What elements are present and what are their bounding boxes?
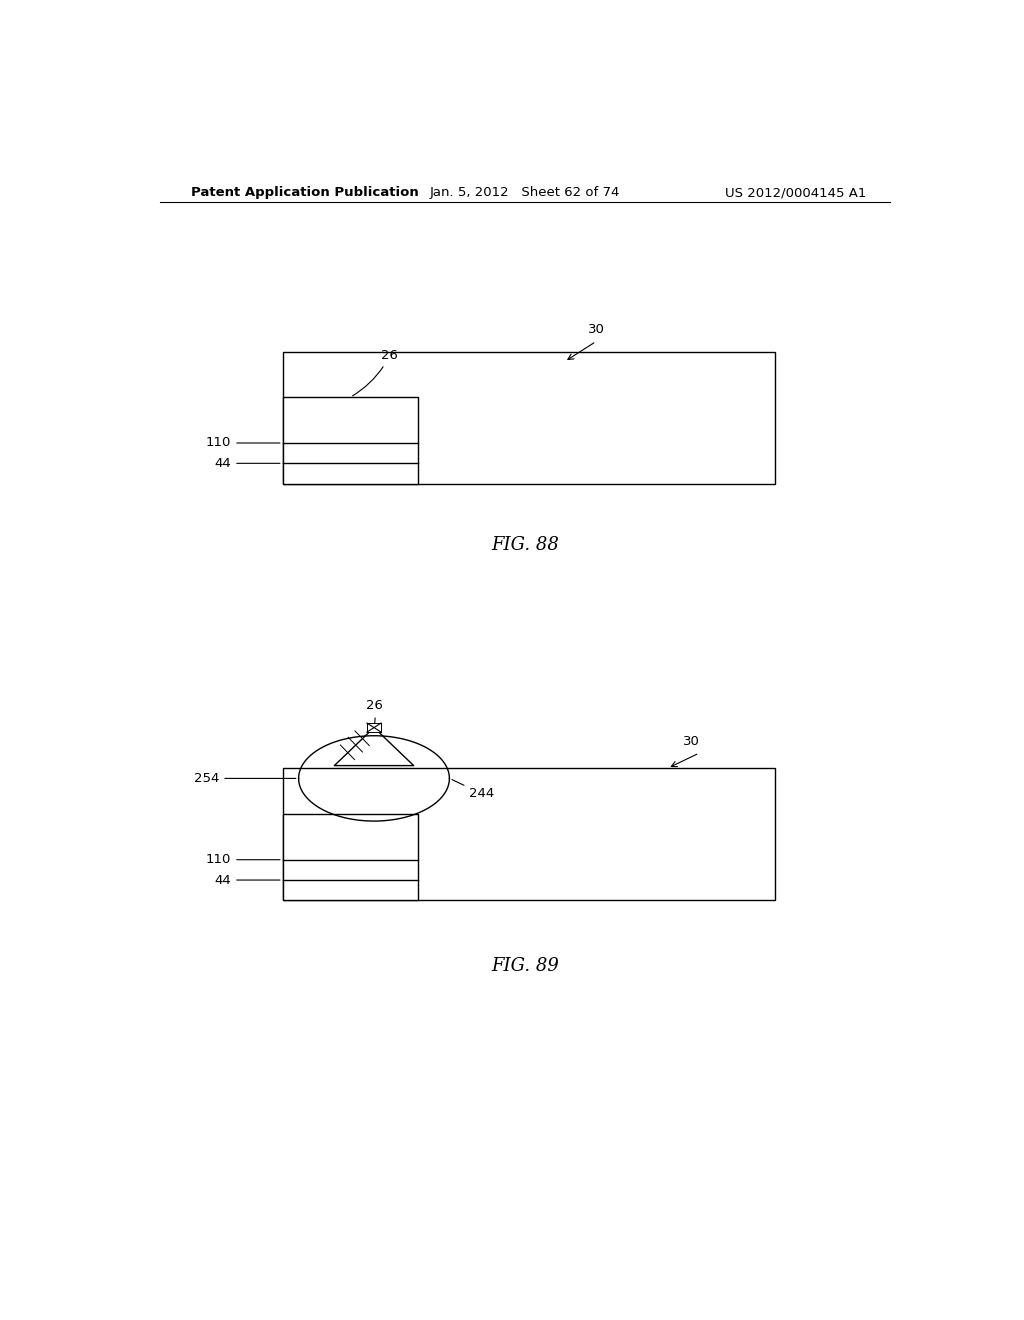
Text: FIG. 88: FIG. 88 — [490, 536, 559, 553]
Bar — [283, 351, 775, 483]
Text: 110: 110 — [206, 437, 280, 450]
Bar — [283, 397, 418, 483]
Text: 44: 44 — [214, 457, 280, 470]
Bar — [283, 768, 775, 900]
Text: Patent Application Publication: Patent Application Publication — [191, 186, 419, 199]
Text: US 2012/0004145 A1: US 2012/0004145 A1 — [725, 186, 866, 199]
Text: 30: 30 — [683, 735, 699, 748]
Text: 30: 30 — [588, 323, 604, 337]
Bar — [367, 723, 381, 733]
Text: 44: 44 — [214, 874, 280, 887]
Text: 110: 110 — [206, 853, 280, 866]
Text: 26: 26 — [366, 700, 382, 725]
Text: Jan. 5, 2012   Sheet 62 of 74: Jan. 5, 2012 Sheet 62 of 74 — [430, 186, 620, 199]
Text: 254: 254 — [194, 772, 296, 785]
Text: 244: 244 — [452, 780, 495, 800]
Bar — [283, 814, 418, 900]
Text: FIG. 89: FIG. 89 — [490, 957, 559, 975]
Text: 26: 26 — [352, 348, 398, 396]
